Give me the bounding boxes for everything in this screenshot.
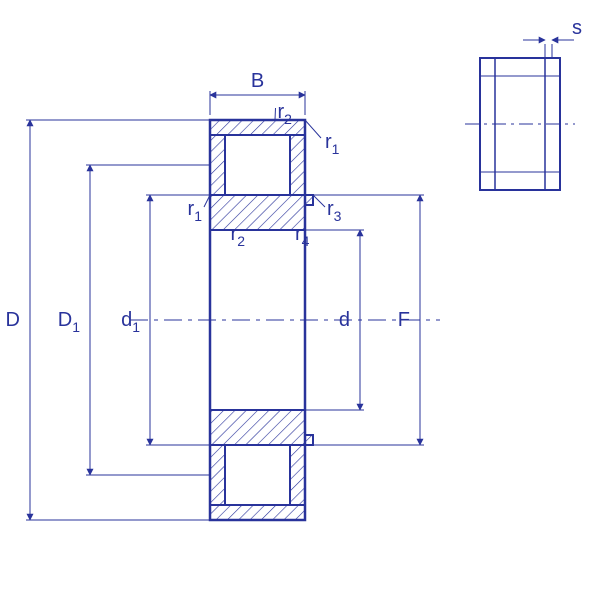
dim-F-label: F [398,309,410,331]
dim-d-label: d [339,309,350,331]
label-r1-inner: r1 [188,198,203,224]
dim-D1-label: D1 [58,309,80,335]
label-s: s [572,17,582,39]
inner-ring-bot [210,410,313,445]
roller-top [225,135,290,195]
label-r1-outer: r1 [325,131,340,157]
dim-d1-label: d1 [121,309,140,335]
label-r3: r3 [327,198,342,224]
bearing-diagram: BDD1d1dFr1r2r1r2r3r4 s [0,0,600,600]
dim-B-label: B [251,70,264,92]
inset-side-view: s [465,17,582,190]
dim-D-label: D [6,309,20,331]
outer-ring-bot [210,505,305,520]
main-cross-section: BDD1d1dFr1r2r1r2r3r4 [6,70,440,520]
roller-bot [225,445,290,505]
